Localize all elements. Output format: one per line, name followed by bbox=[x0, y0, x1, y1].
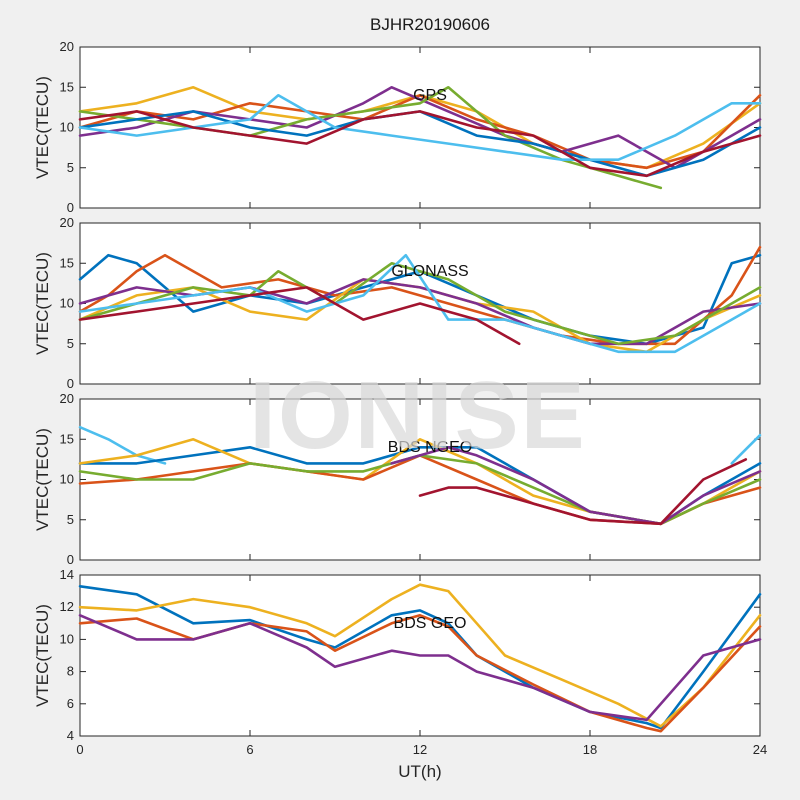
series-line-maroon bbox=[418, 458, 748, 526]
panel-label: GPS bbox=[413, 87, 447, 104]
y-axis-label: VTEC(TECU) bbox=[33, 252, 52, 355]
x-tick-label: 24 bbox=[753, 742, 767, 757]
series-line-blue bbox=[78, 584, 762, 730]
series-line-yellow bbox=[78, 583, 762, 728]
y-tick-label: 20 bbox=[60, 215, 74, 230]
panel-bds-geo: 4 6 8 10 12 14 0 6 12 18 24 BDS GEO VTEC(TECU) bbox=[33, 567, 767, 757]
series-line-cyan bbox=[730, 433, 762, 465]
y-tick-label: 15 bbox=[60, 255, 74, 270]
y-axis-label: VTEC(TECU) bbox=[33, 428, 52, 531]
panel-bds-ngeo: 0 5 10 15 20 BDS NGEO VTEC(TECU) bbox=[33, 391, 762, 567]
series-line-orange bbox=[78, 245, 762, 346]
x-tick-label: 12 bbox=[413, 742, 427, 757]
figure-title: BJHR20190606 bbox=[370, 15, 490, 34]
y-tick-label: 10 bbox=[60, 631, 74, 646]
y-tick-label: 0 bbox=[67, 376, 74, 391]
series-line-maroon bbox=[78, 286, 521, 346]
y-tick-label: 20 bbox=[60, 391, 74, 406]
y-tick-label: 5 bbox=[67, 160, 74, 175]
y-axis-label: VTEC(TECU) bbox=[33, 76, 52, 179]
y-tick-label: 5 bbox=[67, 512, 74, 527]
y-tick-label: 8 bbox=[67, 664, 74, 679]
y-tick-label: 10 bbox=[60, 472, 74, 487]
panel-label: BDS GEO bbox=[394, 615, 467, 632]
y-tick-label: 10 bbox=[60, 296, 74, 311]
series-line-orange bbox=[78, 94, 762, 170]
panel-gps: 0 5 10 15 20 GPS VTEC(TECU) bbox=[33, 39, 762, 215]
series-line-cyan bbox=[78, 94, 762, 161]
y-tick-label: 4 bbox=[67, 728, 74, 743]
axes-box bbox=[79, 46, 761, 209]
y-tick-label: 15 bbox=[60, 79, 74, 94]
y-tick-label: 5 bbox=[67, 336, 74, 351]
x-tick-label: 0 bbox=[76, 742, 83, 757]
series-line-cyan bbox=[78, 253, 762, 354]
y-tick-label: 15 bbox=[60, 431, 74, 446]
y-tick-label: 12 bbox=[60, 599, 74, 614]
x-axis-label: UT(h) bbox=[398, 762, 441, 781]
series-line-cyan bbox=[78, 425, 167, 465]
watermark: IONISE bbox=[249, 362, 586, 469]
series-line-maroon bbox=[78, 110, 762, 178]
x-tick-label: 18 bbox=[583, 742, 597, 757]
x-tick-label: 6 bbox=[246, 742, 253, 757]
panel-glonass: 0 5 10 15 20 GLONASS VTEC(TECU) bbox=[33, 215, 762, 391]
y-tick-label: 0 bbox=[67, 552, 74, 567]
y-axis-label: VTEC(TECU) bbox=[33, 604, 52, 707]
series-line-green bbox=[78, 261, 762, 346]
series-line-purple bbox=[390, 445, 762, 526]
y-tick-label: 10 bbox=[60, 120, 74, 135]
y-tick-label: 14 bbox=[60, 567, 74, 582]
panel-label: GLONASS bbox=[391, 263, 468, 280]
y-tick-label: 0 bbox=[67, 200, 74, 215]
panel-label: BDS NGEO bbox=[388, 439, 472, 456]
series-line-purple bbox=[78, 613, 762, 722]
y-tick-label: 20 bbox=[60, 39, 74, 54]
y-tick-label: 6 bbox=[67, 696, 74, 711]
